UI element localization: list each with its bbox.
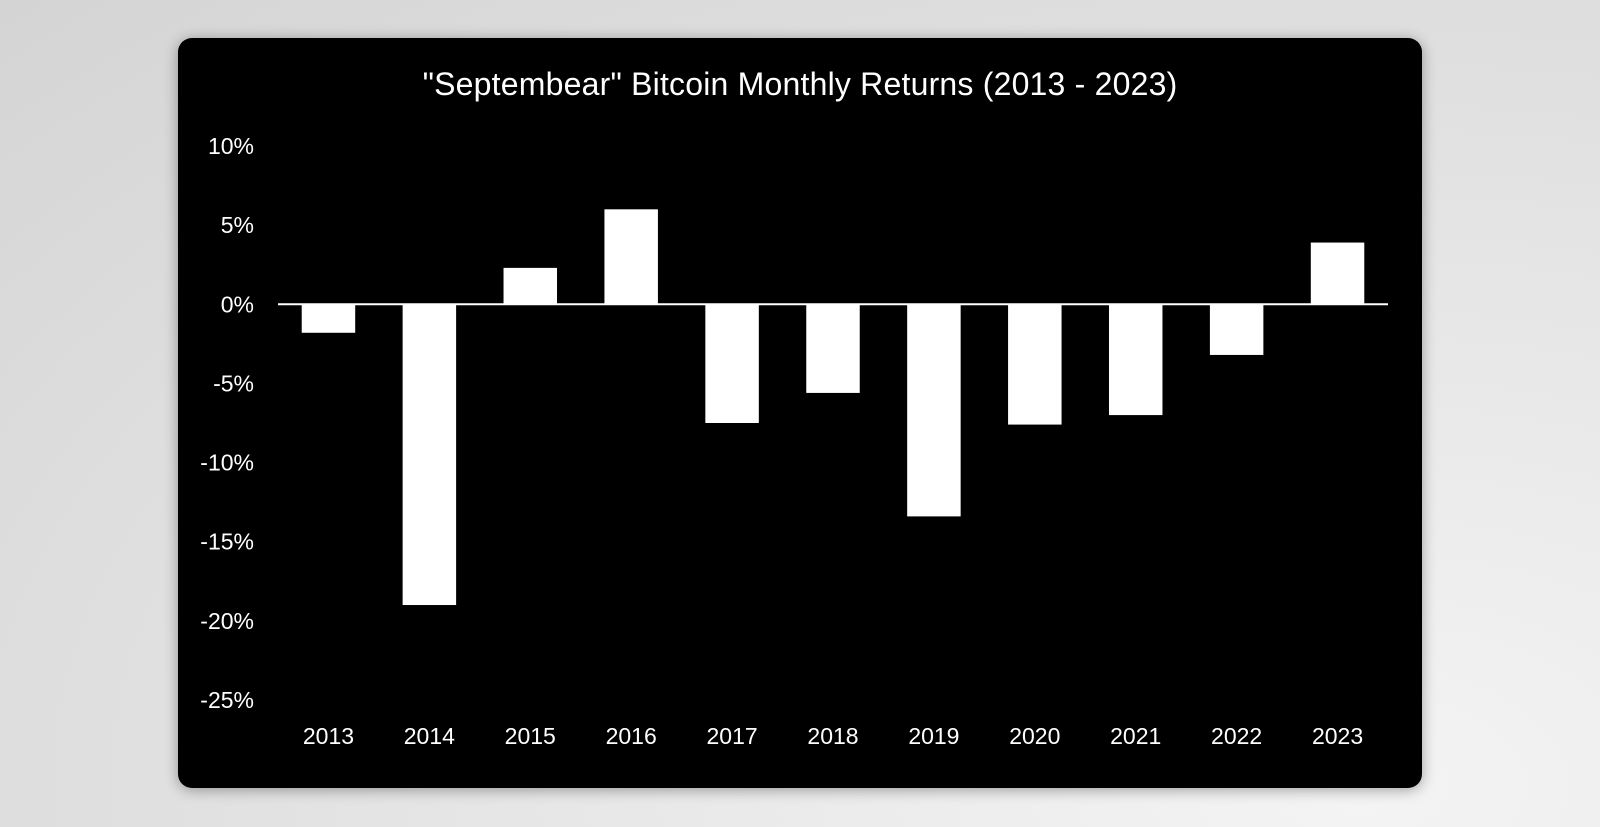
y-tick-label: 10% xyxy=(208,133,254,159)
bar-2018 xyxy=(806,304,860,393)
bar-2023 xyxy=(1310,242,1365,305)
x-tick-label: 2013 xyxy=(303,723,354,749)
y-axis-ticks: 10% 5% 0% -5% -10% -15% -20% -25% xyxy=(200,133,254,713)
x-tick-label: 2016 xyxy=(606,723,657,749)
bar-2021 xyxy=(1108,304,1163,416)
bars xyxy=(301,209,1365,606)
x-axis-ticks: 2013 2014 2015 2016 2017 2018 2019 2020 2021 2022… xyxy=(303,723,1363,749)
y-tick-label: -25% xyxy=(200,687,254,713)
x-tick-label: 2020 xyxy=(1009,723,1060,749)
y-tick-label: -5% xyxy=(213,370,254,396)
bar-2013 xyxy=(301,304,356,333)
x-tick-label: 2022 xyxy=(1211,723,1262,749)
chart-title: "Septembear" Bitcoin Monthly Returns (20… xyxy=(422,66,1178,102)
y-tick-label: 0% xyxy=(221,291,254,317)
x-tick-label: 2017 xyxy=(707,723,758,749)
bar-2020 xyxy=(1008,304,1062,425)
x-tick-label: 2018 xyxy=(807,723,858,749)
x-tick-label: 2019 xyxy=(908,723,959,749)
y-tick-label: -10% xyxy=(200,450,254,476)
x-tick-label: 2014 xyxy=(404,723,455,749)
bar-chart: 10%5%0%-5%-10%-15%-20%-25% 2013 2014 2015 2… xyxy=(200,133,1388,749)
x-tick-label: 2021 xyxy=(1110,723,1161,749)
x-tick-label: 2023 xyxy=(1312,723,1363,749)
x-tick-label: 2015 xyxy=(505,723,556,749)
y-tick-label: -15% xyxy=(200,529,254,555)
bar-2017 xyxy=(705,304,759,423)
bar-2014 xyxy=(402,304,457,606)
bar-2015 xyxy=(503,267,558,305)
bar-2016 xyxy=(604,209,658,305)
y-tick-label: 5% xyxy=(221,212,254,238)
bar-2022 xyxy=(1209,304,1264,355)
y-tick-label: -20% xyxy=(200,608,254,634)
bar-2019 xyxy=(907,304,961,517)
chart-card: "Septembear" Bitcoin Monthly Returns (20… xyxy=(178,38,1422,788)
